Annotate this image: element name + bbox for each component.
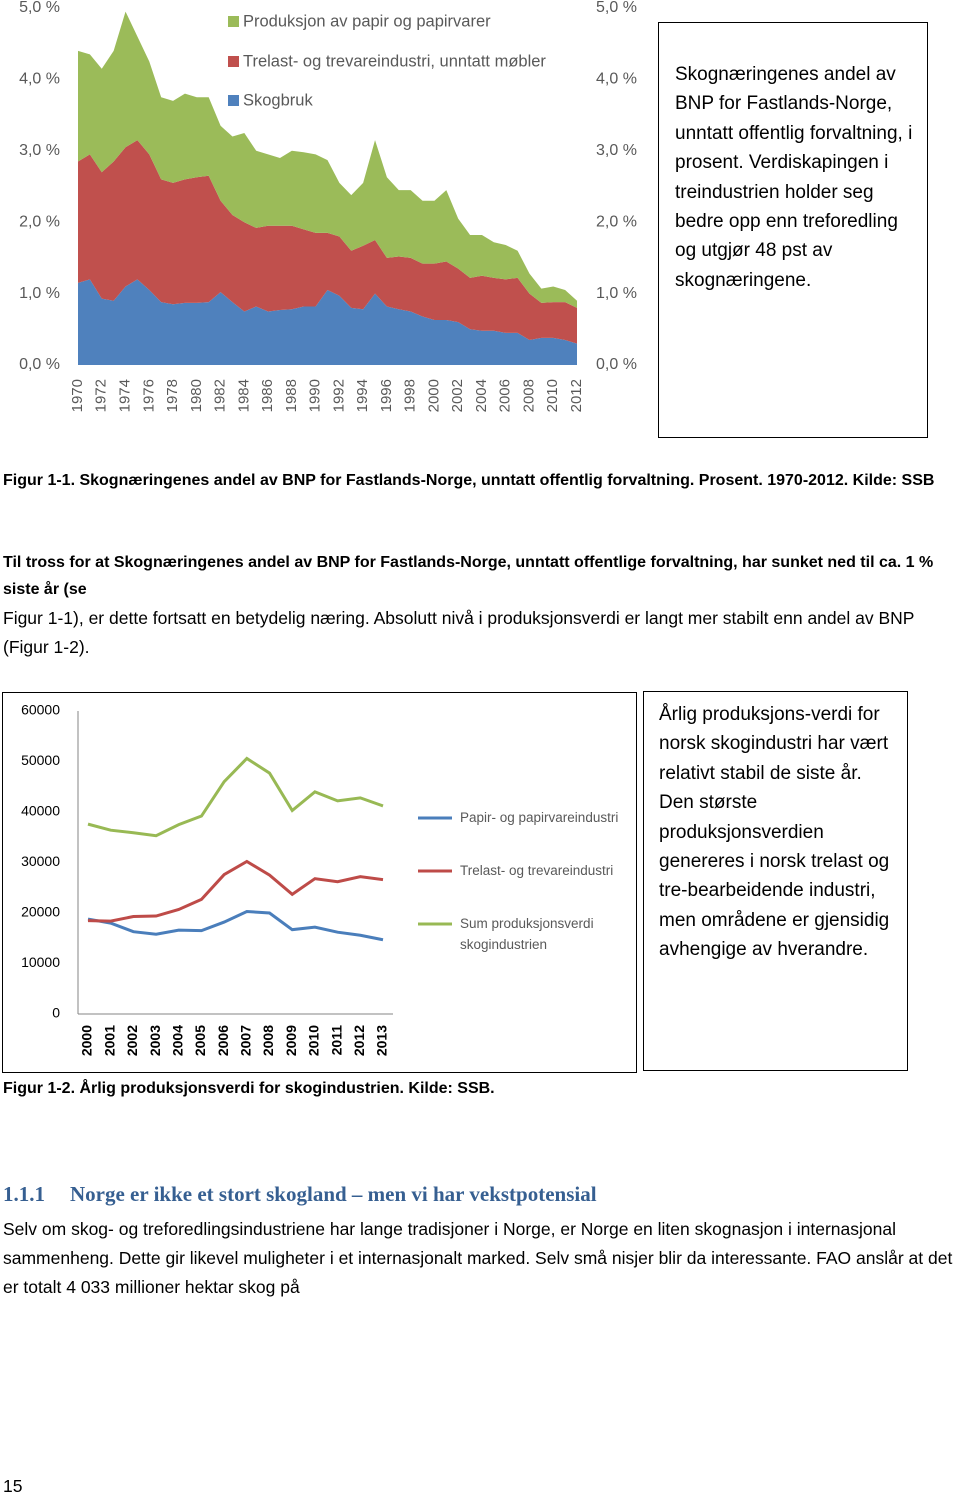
area xyxy=(78,11,577,308)
x-tick-label: 1996 xyxy=(378,379,395,412)
body-text: Selv om skog- og treforedlingsindustrien… xyxy=(3,1219,953,1297)
y-tick-label: 40000 xyxy=(21,803,60,819)
x-tick-label: 1986 xyxy=(259,379,276,412)
x-tick-label: 1974 xyxy=(116,379,133,412)
x-tick-label: 2001 xyxy=(101,1025,117,1056)
y-tick-label: 5,0 % xyxy=(19,0,60,16)
legend-label: Produksjon av papir og papirvarer xyxy=(243,12,491,30)
figure-caption: Figur 1-2. Årlig produksjonsverdi for sk… xyxy=(3,1080,495,1097)
note-box xyxy=(643,691,908,1071)
line xyxy=(87,756,384,838)
annotation: Årlig produksjons-verdi for norsk skogin… xyxy=(659,704,890,961)
legend-label: Trelast- og trevareindustri xyxy=(460,863,614,878)
y2-tick-label: 0,0 % xyxy=(596,356,637,373)
section-title: Norge er ikke et stort skogland – men vi… xyxy=(70,1182,597,1206)
y-tick-label: 30000 xyxy=(21,853,60,869)
y2-tick-label: 5,0 % xyxy=(596,0,637,16)
x-tick-label: 2000 xyxy=(425,379,442,412)
legend-label: Sum produksjonsverdi skogindustrien xyxy=(460,916,594,952)
legend-swatch xyxy=(228,56,239,67)
x-tick-label: 1978 xyxy=(164,379,181,412)
x-tick-label: 2005 xyxy=(192,1025,208,1056)
y2-tick-label: 2,0 % xyxy=(596,213,637,230)
x-tick-label: 2004 xyxy=(473,379,490,412)
legend-swatch xyxy=(228,95,239,106)
x-tick-label: 2012 xyxy=(568,379,585,412)
x-tick-label: 2006 xyxy=(497,379,514,412)
x-tick-label: 1982 xyxy=(212,379,229,412)
y-tick-label: 10000 xyxy=(21,954,60,970)
y-tick-label: 2,0 % xyxy=(19,213,60,230)
figure-caption: Figur 1-1. Skognæringenes andel av BNP f… xyxy=(3,472,935,489)
x-tick-label: 1972 xyxy=(93,379,110,412)
y-tick-label: 0 xyxy=(52,1005,60,1021)
x-tick-label: 1970 xyxy=(69,379,86,412)
chart-frame xyxy=(2,692,637,1073)
section-heading: 1.1.1 Norge er ikke et stort skogland – m… xyxy=(3,1182,597,1207)
y-tick-label: 60000 xyxy=(21,702,60,718)
area xyxy=(78,140,577,344)
x-tick-label: 1976 xyxy=(140,379,157,412)
x-tick-label: 1988 xyxy=(283,379,300,412)
x-tick-label: 2003 xyxy=(147,1025,163,1056)
line xyxy=(87,859,384,923)
legend-label: Papir- og papirvareindustri xyxy=(460,810,619,825)
legend-label: Skogbruk xyxy=(243,91,313,109)
y-tick-label: 1,0 % xyxy=(19,285,60,302)
paragraph: Figur 1-1), er dette fortsatt en betydel… xyxy=(3,608,915,657)
x-tick-label: 2008 xyxy=(520,379,537,412)
y-tick-label: 4,0 % xyxy=(19,71,60,88)
x-tick-label: 1980 xyxy=(188,379,205,412)
x-tick-label: 1998 xyxy=(402,379,419,412)
x-tick-label: 1992 xyxy=(330,379,347,412)
note-box xyxy=(658,22,928,438)
y-tick-label: 0,0 % xyxy=(19,356,60,373)
x-tick-label: 2008 xyxy=(260,1025,276,1056)
paragraph-bold: Til tross for at Skognæringenes andel av… xyxy=(3,554,934,598)
x-tick-label: 2000 xyxy=(79,1025,95,1056)
x-tick-label: 2009 xyxy=(283,1025,299,1056)
x-tick-label: 1984 xyxy=(235,379,252,412)
y-tick-label: 20000 xyxy=(21,904,60,920)
y2-tick-label: 3,0 % xyxy=(596,142,637,159)
x-tick-label: 2010 xyxy=(544,379,561,412)
y-tick-label: 50000 xyxy=(21,752,60,768)
line xyxy=(87,909,384,942)
y-tick-label: 3,0 % xyxy=(19,142,60,159)
x-tick-label: 2004 xyxy=(169,1025,185,1056)
annotation: Skognæringenes andel av BNP for Fastland… xyxy=(675,64,913,291)
chart-2: 0 10000 20000 30000 40000 50000 60000 2000 2001 2… xyxy=(21,702,452,1056)
x-tick-label: 2007 xyxy=(238,1025,254,1056)
x-tick-label: 2012 xyxy=(351,1025,367,1056)
x-tick-label: 1994 xyxy=(354,379,371,412)
x-tick-label: 2006 xyxy=(215,1025,231,1056)
y2-tick-label: 1,0 % xyxy=(596,285,637,302)
section-number: 1.1.1 xyxy=(3,1182,45,1206)
legend-label: Trelast- og trevareindustri, unntatt møb… xyxy=(243,52,546,70)
legend-swatch xyxy=(228,16,239,27)
x-tick-label: 2010 xyxy=(306,1025,322,1056)
x-tick-label: 2002 xyxy=(449,379,466,412)
y2-tick-label: 4,0 % xyxy=(596,71,637,88)
page-number: 15 xyxy=(3,1476,23,1496)
x-tick-label: 2013 xyxy=(374,1025,390,1056)
area xyxy=(78,279,577,365)
chart-1: 0,0 % 1,0 % 2,0 % 3,0 % 4,0 % 5,0 % 0,0 % 1,0 %… xyxy=(19,0,637,412)
x-tick-label: 2002 xyxy=(124,1025,140,1056)
x-tick-label: 1990 xyxy=(307,379,324,412)
x-tick-label: 2011 xyxy=(328,1025,344,1056)
